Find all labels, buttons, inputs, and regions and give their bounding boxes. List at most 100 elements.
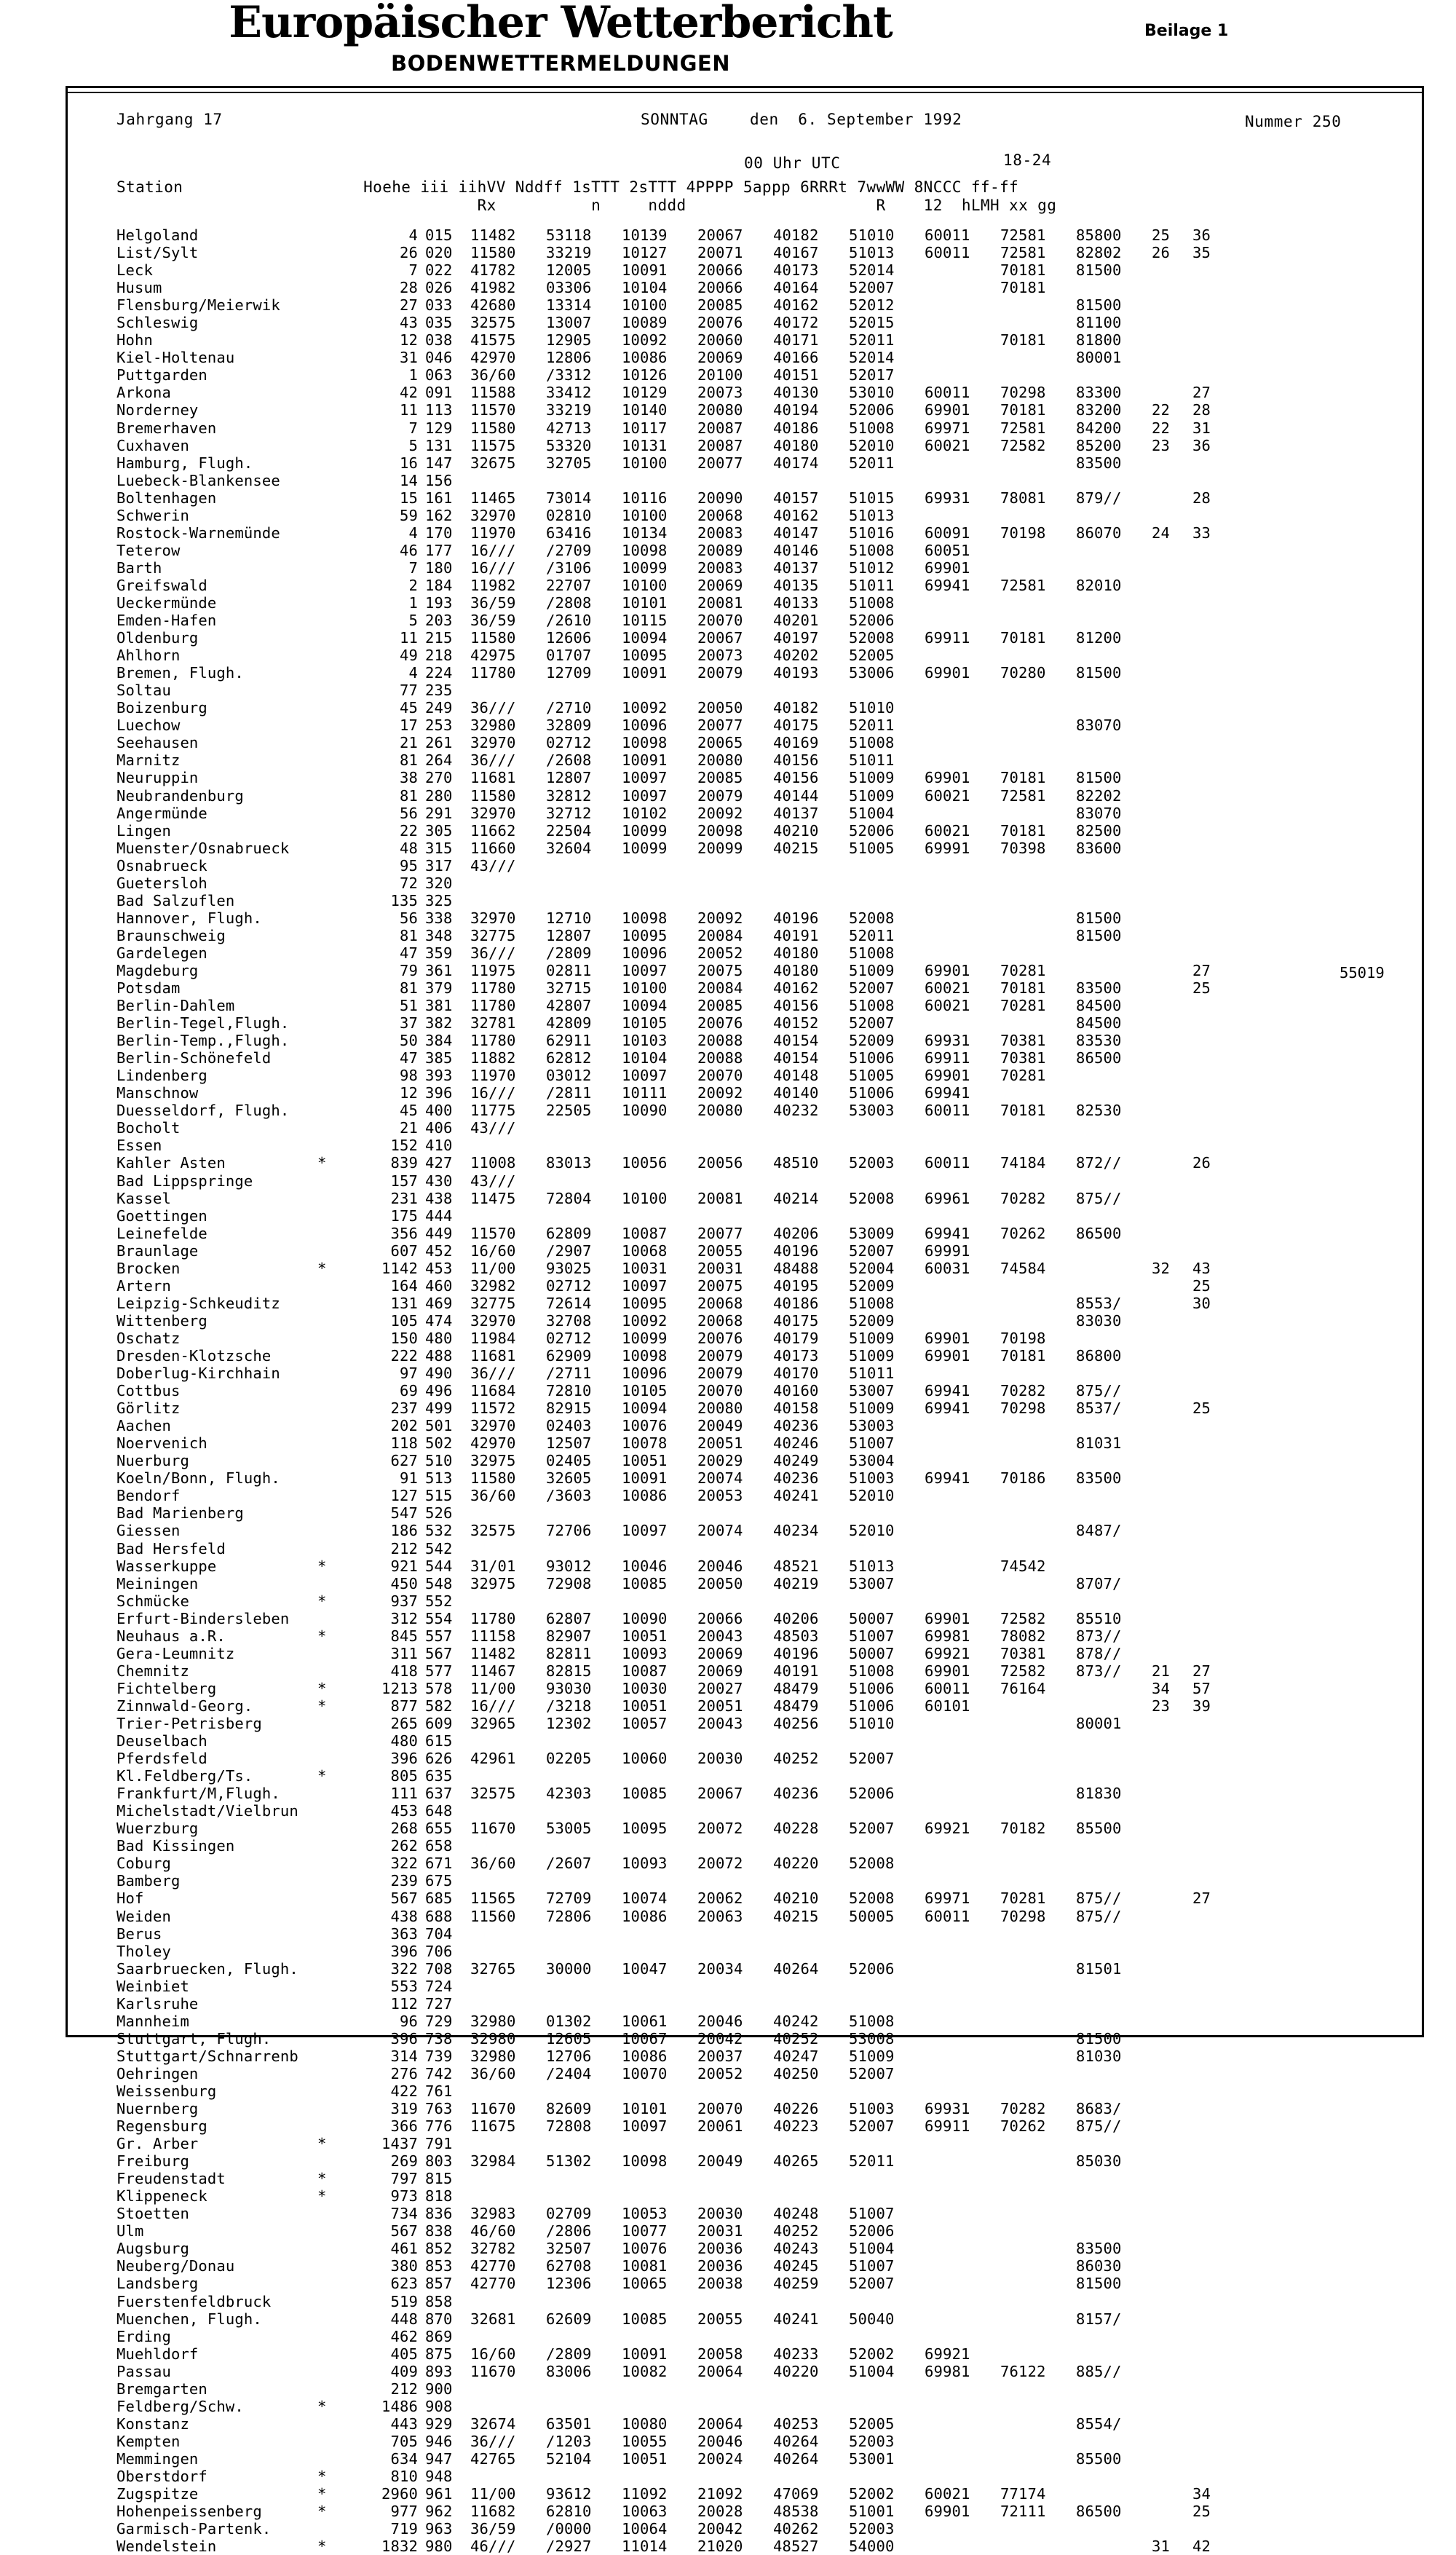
cell-nddff: 13007	[546, 314, 592, 332]
cell-name: Artern	[116, 1276, 171, 1295]
cell-nddff: 73014	[546, 489, 592, 507]
cell-g5: 52014	[849, 349, 895, 367]
cell-g1: 10086	[622, 1487, 668, 1505]
cell-g2: 20092	[697, 909, 743, 927]
cell-iii: 026	[425, 279, 453, 297]
cell-nddff: 62911	[546, 1032, 592, 1050]
cell-g5: 52007	[849, 2064, 895, 2082]
cell-g2: 20052	[697, 944, 743, 962]
cell-g5: 53004	[849, 1452, 895, 1470]
cell-g6: 69901	[925, 558, 970, 577]
cell-iii: 704	[425, 1924, 453, 1943]
cell-hoehe: 15	[400, 489, 418, 507]
cell-g8: 8553/	[1076, 1294, 1122, 1312]
cell-iihvv: 11975	[470, 961, 516, 979]
cell-g1: 10100	[622, 454, 668, 472]
cell-iii: 224	[425, 664, 453, 682]
cell-g1: 10090	[622, 1609, 668, 1627]
cell-iii: 215	[425, 629, 453, 647]
cell-hoehe: 11	[400, 401, 418, 419]
cell-g1: 10100	[622, 979, 668, 998]
cell-g4: 40195	[773, 1276, 819, 1295]
cell-iihvv: 43///	[470, 856, 516, 874]
cell-g2: 20052	[697, 2064, 743, 2082]
observation-hour-label: 00 Uhr UTC	[744, 154, 841, 172]
cell-iii: 270	[425, 769, 453, 787]
cell-g8: 85510	[1076, 1609, 1122, 1627]
cell-iihvv: 32575	[470, 314, 516, 332]
weekday-label: SONNTAG	[641, 111, 708, 128]
cell-name: Bad Marienberg	[116, 1504, 244, 1523]
cell-iihvv: 11575	[470, 436, 516, 454]
cell-g5: 51007	[849, 2205, 895, 2223]
cell-iii: 038	[425, 331, 453, 350]
cell-g5: 53009	[849, 1224, 895, 1242]
cell-g5: 52007	[849, 1750, 895, 1768]
cell-nddff: 02712	[546, 734, 592, 752]
cell-ffb: 26	[1192, 1154, 1211, 1172]
cell-hoehe: 607	[390, 1241, 418, 1260]
cell-g8: 81830	[1076, 1785, 1122, 1803]
cell-g7: 70298	[1000, 1399, 1046, 1418]
cell-nddff: /2808	[546, 593, 592, 612]
cell-hoehe: 418	[390, 1662, 418, 1680]
cell-hoehe: 69	[400, 1382, 418, 1400]
cell-g6: 69941	[925, 1084, 970, 1102]
cell-iihvv: 36///	[470, 699, 516, 717]
cell-g8: 85500	[1076, 2449, 1122, 2468]
cell-g5: 52009	[849, 1276, 895, 1295]
cell-g6: 69921	[925, 1820, 970, 1838]
cell-g4: 40233	[773, 2345, 819, 2363]
cell-hoehe: 4	[408, 226, 418, 244]
cell-iihvv: 11467	[470, 1662, 516, 1680]
cell-g1: 10093	[622, 1644, 668, 1662]
cell-g5: 50040	[849, 2310, 895, 2328]
cell-iii: 655	[425, 1820, 453, 1838]
cell-g8: 875//	[1076, 1189, 1122, 1207]
cell-hoehe: 26	[400, 244, 418, 262]
cell-nddff: 12605	[546, 2029, 592, 2047]
cell-star: *	[317, 1767, 327, 1785]
cell-g2: 20050	[697, 1574, 743, 1592]
cell-g5: 51008	[849, 2012, 895, 2030]
cell-nddff: 62909	[546, 1347, 592, 1365]
cell-g5: 52007	[849, 2117, 895, 2136]
cell-g5: 51007	[849, 2257, 895, 2275]
cell-g5: 51006	[849, 1049, 895, 1067]
cell-g5: 51007	[849, 1434, 895, 1453]
cell-iii: 156	[425, 471, 453, 489]
cell-g5: 51009	[849, 769, 895, 787]
cell-hoehe: 135	[390, 891, 418, 909]
cell-star: *	[317, 2135, 327, 2153]
cell-g1: 10104	[622, 279, 668, 297]
cell-iii: 675	[425, 1872, 453, 1890]
cell-name: Gera-Leumnitz	[116, 1644, 235, 1662]
cell-g2: 20037	[697, 2047, 743, 2065]
masthead: Europäischer Wetterbericht Beilage 1 BOD…	[0, 0, 1456, 87]
cell-g2: 20089	[697, 541, 743, 559]
cell-iihvv: 42770	[470, 2257, 516, 2275]
cell-g6: 60101	[925, 1697, 970, 1715]
cell-name: Marnitz	[116, 751, 181, 770]
cell-g2: 20087	[697, 436, 743, 454]
cell-ffb: 25	[1192, 979, 1211, 998]
cell-g2: 20053	[697, 1487, 743, 1505]
cell-name: Augsburg	[116, 2240, 189, 2258]
cell-g1: 10085	[622, 2310, 668, 2328]
cell-g5: 51013	[849, 506, 895, 524]
cell-g2: 20068	[697, 506, 743, 524]
cell-g4: 40173	[773, 1347, 819, 1365]
cell-g2: 20034	[697, 1959, 743, 1978]
cell-hoehe: 175	[390, 1207, 418, 1225]
cell-g5: 52017	[849, 366, 895, 384]
cell-g2: 20079	[697, 1365, 743, 1383]
cell-name: Brocken	[116, 1259, 181, 1277]
cell-g4: 40191	[773, 1662, 819, 1680]
cell-g5: 51011	[849, 1365, 895, 1383]
cell-g5: 52005	[849, 647, 895, 665]
cell-g5: 52007	[849, 2275, 895, 2293]
cell-iihvv: 41782	[470, 261, 516, 280]
cell-g2: 20080	[697, 401, 743, 419]
cell-hoehe: 47	[400, 944, 418, 962]
cell-g8: 84500	[1076, 1014, 1122, 1032]
